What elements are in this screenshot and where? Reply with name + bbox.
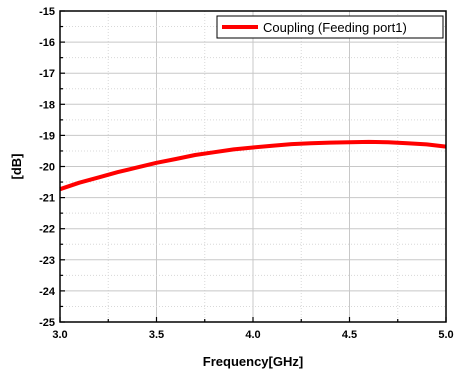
y-tick-label: -19 bbox=[39, 130, 55, 142]
legend: Coupling (Feeding port1) bbox=[216, 15, 444, 39]
axis-ticks: 3.0 3.5 4.0 4.5 5.0 -25 -24 -23 -22 -21 -20 -19 -18 -… bbox=[39, 6, 454, 341]
y-axis-title: [dB] bbox=[9, 154, 24, 180]
legend-label: Coupling (Feeding port1) bbox=[263, 20, 407, 35]
legend-box bbox=[216, 15, 444, 39]
x-tick-label: 4.5 bbox=[342, 329, 357, 341]
y-tick-label: -15 bbox=[39, 6, 55, 18]
series-line bbox=[59, 139, 447, 192]
x-tick-label: 5.0 bbox=[438, 329, 453, 341]
y-tick-label: -25 bbox=[39, 317, 55, 329]
grid-lines bbox=[60, 11, 446, 322]
y-tick-label: -22 bbox=[39, 224, 55, 236]
y-tick-label: -20 bbox=[39, 162, 55, 174]
x-axis-title: Frequency[GHz] bbox=[203, 354, 303, 369]
y-tick-label: -21 bbox=[39, 193, 55, 205]
x-tick-label: 4.0 bbox=[245, 329, 260, 341]
y-tick-label: -24 bbox=[39, 286, 56, 298]
x-tick-label: 3.0 bbox=[52, 329, 67, 341]
series-layer bbox=[59, 139, 447, 192]
x-tick-label: 3.5 bbox=[149, 329, 164, 341]
y-tick-label: -17 bbox=[39, 68, 55, 80]
y-tick-label: -18 bbox=[39, 99, 55, 111]
y-tick-label: -16 bbox=[39, 37, 55, 49]
y-tick-label: -23 bbox=[39, 255, 55, 267]
